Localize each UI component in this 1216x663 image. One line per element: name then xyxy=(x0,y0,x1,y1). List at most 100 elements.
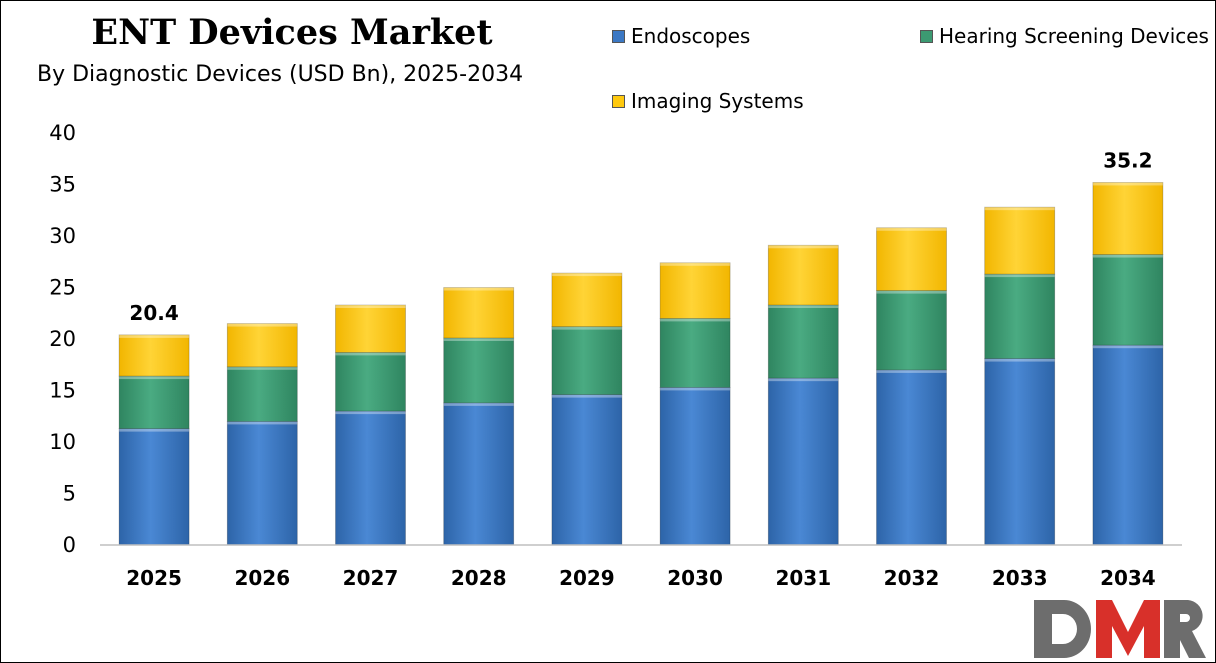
x-tick-label: 2025 xyxy=(126,566,182,590)
bar-highlight xyxy=(551,394,622,398)
total-label-2034: 35.2 xyxy=(1103,148,1152,172)
bar-endoscopes-2025 xyxy=(118,428,190,546)
bar-endoscopes-2032 xyxy=(876,369,947,546)
bar-endoscopes-2026 xyxy=(226,420,298,546)
x-tick-label: 2033 xyxy=(992,566,1048,590)
bar-highlight xyxy=(660,318,731,322)
bar-highlight xyxy=(660,387,731,391)
bar-endoscopes-2031 xyxy=(767,377,839,546)
bar-highlight xyxy=(768,245,839,249)
y-tick-label: 35 xyxy=(49,173,76,197)
y-tick-label: 25 xyxy=(49,276,76,300)
bar-highlight xyxy=(119,376,190,380)
x-tick-label: 2028 xyxy=(451,566,507,590)
bar-endoscopes-2030 xyxy=(659,387,731,546)
bar-highlight xyxy=(551,273,622,277)
bar-highlight xyxy=(876,227,947,231)
bar-highlight xyxy=(443,287,514,291)
total-label-2025: 20.4 xyxy=(129,301,178,325)
bar-highlight xyxy=(335,352,406,356)
bars xyxy=(118,182,1164,546)
x-tick-label: 2034 xyxy=(1100,566,1156,590)
bar-imaging-systems-2031 xyxy=(767,244,839,306)
bar-highlight xyxy=(984,207,1055,211)
logo-letter-r xyxy=(1164,600,1206,658)
bar-highlight xyxy=(551,326,622,330)
bar-imaging-systems-2029 xyxy=(551,272,623,328)
bar-hearing-screening-devices-2027 xyxy=(335,351,406,412)
bar-hearing-screening-devices-2034 xyxy=(1092,254,1164,346)
legend-swatch-imaging-systems xyxy=(612,94,625,108)
legend-swatch-hearing-screening xyxy=(920,29,933,43)
x-tick-label: 2032 xyxy=(884,566,940,590)
y-tick-label: 20 xyxy=(49,327,76,351)
bar-highlight xyxy=(443,402,514,406)
bar-hearing-screening-devices-2025 xyxy=(118,375,190,430)
bar-imaging-systems-2034 xyxy=(1092,182,1164,255)
bar-hearing-screening-devices-2031 xyxy=(767,304,839,379)
bar-hearing-screening-devices-2032 xyxy=(876,290,947,371)
bar-endoscopes-2034 xyxy=(1092,344,1164,546)
bar-highlight xyxy=(335,411,406,415)
bar-hearing-screening-devices-2028 xyxy=(443,337,515,404)
legend-swatch-endoscopes xyxy=(612,29,625,43)
y-tick-label: 10 xyxy=(49,430,76,454)
bar-hearing-screening-devices-2030 xyxy=(659,317,731,388)
bar-imaging-systems-2028 xyxy=(443,287,515,339)
bar-highlight xyxy=(1092,182,1163,186)
x-tick-label: 2030 xyxy=(667,566,723,590)
legend-label-hearing-screening: Hearing Screening Devices xyxy=(939,24,1209,48)
legend-item-endoscopes: Endoscopes xyxy=(612,24,750,48)
legend-item-hearing-screening: Hearing Screening Devices xyxy=(920,24,1209,48)
bar-endoscopes-2033 xyxy=(984,358,1056,546)
bar-highlight xyxy=(119,334,190,338)
bar-imaging-systems-2025 xyxy=(118,334,190,377)
y-tick-label: 40 xyxy=(49,121,76,145)
y-tick-label: 30 xyxy=(49,224,76,248)
bar-highlight xyxy=(984,358,1055,362)
bar-highlight xyxy=(984,274,1055,278)
bar-highlight xyxy=(227,421,298,425)
bar-highlight xyxy=(660,262,731,266)
bar-endoscopes-2027 xyxy=(335,410,406,546)
bar-highlight xyxy=(1092,345,1163,349)
total-labels: 20.4 35.2 xyxy=(129,148,1152,324)
bar-highlight xyxy=(876,290,947,294)
bar-highlight xyxy=(227,366,298,370)
bar-endoscopes-2029 xyxy=(551,394,623,546)
logo-letter-m xyxy=(1096,600,1160,658)
x-axis: 2025 2026 2027 2028 2029 2030 2031 2032 2033 2034 xyxy=(100,544,1182,590)
bar-hearing-screening-devices-2026 xyxy=(226,366,298,422)
chart-subtitle: By Diagnostic Devices (USD Bn), 2025-203… xyxy=(37,62,524,87)
y-axis: 0 5 10 15 20 25 30 35 40 xyxy=(49,121,76,557)
bar-imaging-systems-2026 xyxy=(226,323,298,368)
legend-label-endoscopes: Endoscopes xyxy=(631,24,751,48)
bar-endoscopes-2028 xyxy=(443,402,515,546)
bar-imaging-systems-2030 xyxy=(659,262,731,319)
legend-item-imaging-systems: Imaging Systems xyxy=(612,89,804,113)
bar-highlight xyxy=(335,305,406,309)
x-tick-label: 2026 xyxy=(234,566,290,590)
y-tick-label: 15 xyxy=(49,379,76,403)
bar-hearing-screening-devices-2033 xyxy=(984,273,1056,359)
bar-highlight xyxy=(768,378,839,382)
bar-imaging-systems-2027 xyxy=(335,304,406,353)
chart-title: ENT Devices Market xyxy=(91,12,493,53)
bar-highlight xyxy=(227,323,298,327)
bar-highlight xyxy=(443,337,514,341)
bar-imaging-systems-2032 xyxy=(876,227,947,291)
logo-letter-d xyxy=(1034,600,1091,658)
dmr-logo xyxy=(1034,600,1206,658)
x-tick-label: 2029 xyxy=(559,566,615,590)
y-tick-label: 5 xyxy=(63,482,76,506)
x-tick-label: 2031 xyxy=(775,566,831,590)
bar-imaging-systems-2033 xyxy=(984,206,1056,275)
bar-highlight xyxy=(1092,254,1163,258)
bar-highlight xyxy=(119,428,190,432)
bar-highlight xyxy=(768,305,839,309)
bar-hearing-screening-devices-2029 xyxy=(551,326,623,396)
y-tick-label: 0 xyxy=(63,533,76,557)
x-tick-label: 2027 xyxy=(343,566,399,590)
bar-highlight xyxy=(876,369,947,373)
